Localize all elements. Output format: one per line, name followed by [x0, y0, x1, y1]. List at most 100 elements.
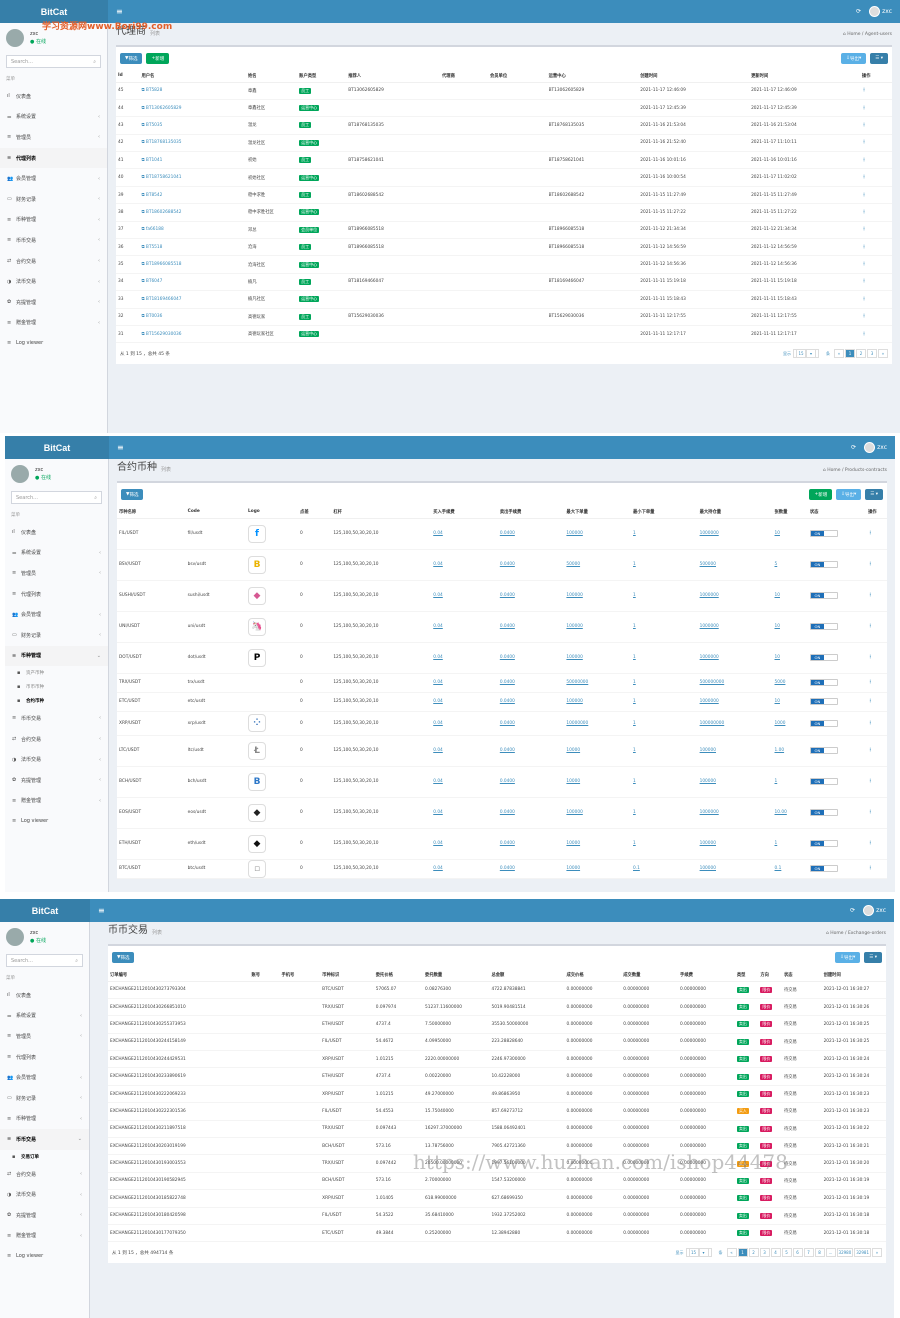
editable-hold[interactable]: 1000000	[699, 624, 719, 629]
editable-min[interactable]: 1	[633, 810, 636, 815]
editable-buy[interactable]: 0.04	[433, 593, 443, 598]
search-input[interactable]: Search... ⌕	[11, 491, 102, 504]
status-toggle[interactable]: ON	[809, 654, 838, 661]
copy-icon[interactable]: ⧉	[141, 279, 146, 285]
username-link[interactable]: BT1041	[145, 157, 163, 163]
sidebar-item-0[interactable]: ıl 仪表盘	[0, 985, 89, 1006]
username-link[interactable]: fa66188	[145, 227, 164, 233]
copy-icon[interactable]: ⧉	[141, 140, 146, 146]
editable-min[interactable]: 1	[633, 680, 636, 685]
editable-buy[interactable]: 0.04	[433, 748, 443, 753]
row-actions-icon[interactable]: ⋮	[861, 244, 867, 250]
page-link[interactable]: 1	[737, 1248, 748, 1258]
copy-icon[interactable]: ⧉	[141, 296, 146, 302]
editable-max[interactable]: 100000	[566, 593, 583, 598]
sidebar-item-10[interactable]: ≡ 币币交易 ‹	[5, 708, 108, 729]
editable-buy[interactable]: 0.04	[433, 810, 443, 815]
copy-icon[interactable]: ⧉	[141, 88, 146, 94]
status-toggle[interactable]: ON	[809, 530, 838, 537]
user-menu[interactable]: zxc	[863, 905, 886, 916]
row-actions-icon[interactable]: ⋮	[868, 699, 873, 704]
row-actions-icon[interactable]: ⋮	[868, 748, 873, 753]
sidebar-item-5[interactable]: ▭ 财务记录 ‹	[0, 1088, 89, 1109]
editable-max[interactable]: 50000000	[566, 680, 589, 685]
username-link[interactable]: BT5035	[145, 122, 163, 128]
page-link[interactable]: 2	[748, 1248, 759, 1258]
editable-hold[interactable]: 1000000	[699, 593, 719, 598]
sidebar-item-0[interactable]: ıl 仪表盘	[0, 86, 107, 107]
copy-icon[interactable]: ⧉	[141, 209, 146, 215]
username-link[interactable]: BT15629030036	[145, 331, 182, 337]
sidebar-item-2[interactable]: ≡ 管理员 ‹	[0, 127, 107, 148]
editable-hold[interactable]: 1000000	[699, 531, 719, 536]
row-actions-icon[interactable]: ⋮	[861, 157, 867, 163]
sidebar-item-10[interactable]: ◑ 法币交易 ‹	[0, 1184, 89, 1205]
editable-sell[interactable]: 0.0400	[499, 680, 515, 685]
editable-min[interactable]: 0.1	[633, 866, 640, 871]
editable-hold[interactable]: 100000	[699, 841, 716, 846]
breadcrumb-home[interactable]: Home	[827, 468, 841, 473]
page-link[interactable]: 3	[759, 1248, 770, 1258]
row-actions-icon[interactable]: ⋮	[861, 296, 867, 302]
editable-qty[interactable]: 10	[774, 699, 780, 704]
sidebar-item-2[interactable]: ≡ 管理员 ‹	[5, 563, 108, 584]
sidebar-item-11[interactable]: ⇄ 合约交易 ‹	[5, 729, 108, 750]
editable-min[interactable]: 1	[633, 720, 636, 726]
row-actions-icon[interactable]: ⋮	[861, 175, 867, 181]
editable-qty[interactable]: 10.00	[774, 810, 787, 815]
page-link[interactable]: 6	[792, 1248, 803, 1258]
editable-sell[interactable]: 0.0400	[499, 866, 515, 871]
sidebar-item-10[interactable]: ✿ 充提管理 ‹	[0, 292, 107, 313]
home-icon[interactable]: ⌂	[822, 468, 828, 473]
row-actions-icon[interactable]: ⋮	[861, 331, 867, 337]
row-actions-icon[interactable]: ⋮	[861, 227, 867, 233]
editable-buy[interactable]: 0.04	[433, 531, 443, 536]
row-actions-icon[interactable]: ⋮	[861, 279, 867, 285]
sidebar-item-15[interactable]: ≡ Log viewer	[5, 811, 108, 832]
row-actions-icon[interactable]: ⋮	[868, 593, 873, 598]
row-actions-icon[interactable]: ⋮	[868, 655, 873, 660]
copy-icon[interactable]: ⧉	[141, 157, 146, 163]
editable-hold[interactable]: 100000	[699, 779, 716, 784]
status-toggle[interactable]: ON	[809, 592, 838, 599]
editable-sell[interactable]: 0.0400	[499, 720, 515, 726]
sidebar-toggle-icon[interactable]: ≡	[98, 906, 105, 915]
sidebar-toggle-icon[interactable]: ≡	[117, 443, 124, 452]
editable-max[interactable]: 100000	[566, 699, 583, 704]
username-link[interactable]: BT8542	[145, 192, 163, 198]
sidebar-item-4[interactable]: 👥 会员管理 ‹	[0, 168, 107, 189]
sidebar-item-3[interactable]: ≡ 代理列表	[0, 147, 107, 169]
editable-qty[interactable]: 1.00	[774, 748, 785, 753]
sidebar-item-11[interactable]: ✿ 充提管理 ‹	[0, 1205, 89, 1226]
page-link[interactable]: 32980	[836, 1248, 854, 1258]
sidebar-item-5[interactable]: ▭ 财务记录 ‹	[5, 625, 108, 646]
editable-min[interactable]: 1	[633, 699, 636, 704]
editable-max[interactable]: 10000	[566, 748, 581, 753]
search-input[interactable]: Search... ⌕	[6, 55, 101, 68]
editable-min[interactable]: 1	[633, 841, 636, 846]
status-toggle[interactable]: ON	[809, 623, 838, 630]
sidebar-item-2[interactable]: ≡ 管理员 ‹	[0, 1026, 89, 1047]
sidebar-item-1[interactable]: ⚌ 系统设置 ‹	[5, 543, 108, 564]
sidebar-item-6[interactable]: ≡ 币种管理 ‹	[0, 1109, 89, 1130]
page-link[interactable]: «	[726, 1248, 737, 1258]
refresh-icon[interactable]: ⟳	[850, 907, 856, 914]
username-link[interactable]: BT5828	[145, 88, 163, 94]
editable-min[interactable]: 1	[633, 593, 636, 598]
page-link[interactable]: 4	[770, 1248, 781, 1258]
sidebar-item-9[interactable]: ◑ 法币交易 ‹	[0, 271, 107, 292]
editable-max[interactable]: 100000	[566, 531, 583, 536]
sidebar-item-8[interactable]: ▪ 交易订单	[0, 1150, 89, 1164]
editable-buy[interactable]: 0.04	[433, 699, 443, 704]
sidebar-item-3[interactable]: ≡ 代理列表	[0, 1047, 89, 1068]
editable-sell[interactable]: 0.0400	[499, 841, 515, 846]
export-button[interactable]: ⇩ 导出 ▾	[835, 952, 861, 963]
username-link[interactable]: BT13062605829	[145, 105, 182, 111]
status-toggle[interactable]: ON	[809, 865, 838, 872]
copy-icon[interactable]: ⧉	[141, 175, 146, 181]
search-icon[interactable]: ⌕	[75, 957, 78, 964]
editable-hold[interactable]: 1000000	[699, 655, 719, 660]
sidebar-item-8[interactable]: ⇄ 合约交易 ‹	[0, 251, 107, 272]
sidebar-item-3[interactable]: ≡ 代理列表	[5, 584, 108, 605]
editable-hold[interactable]: 1000000	[699, 810, 719, 815]
